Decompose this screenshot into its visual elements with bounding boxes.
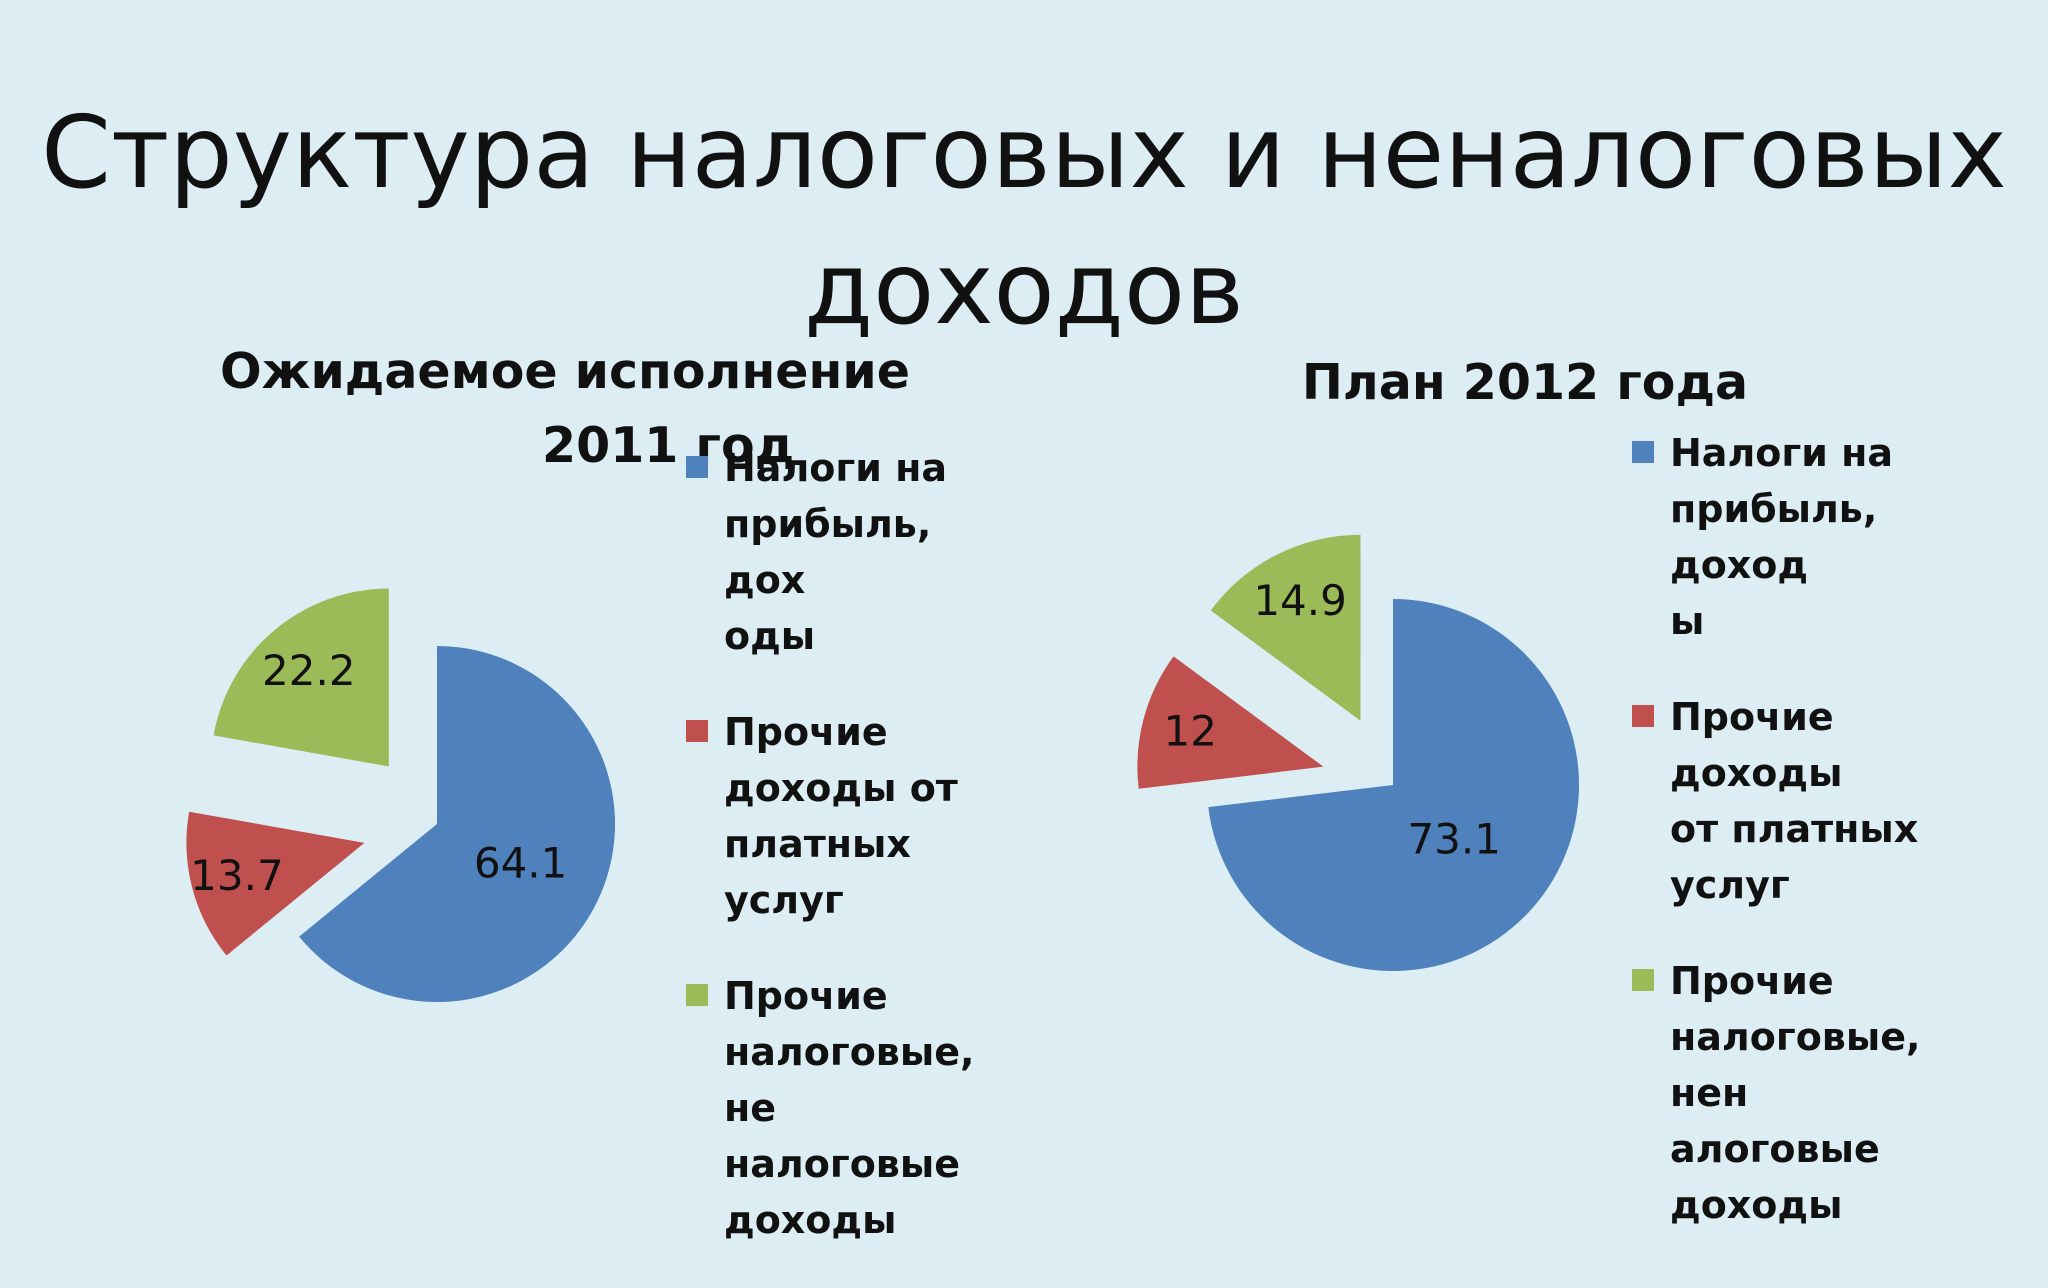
chart-2-legend-swatch-other-tax-nontax (1632, 969, 1654, 991)
chart-2-legend: Налоги на прибыль, доход ы Прочие доходы от … (1632, 425, 1992, 1273)
chart-2-legend-item-paid-services: Прочие доходы от платных услуг (1632, 689, 1992, 913)
chart-2-legend-text-line: Прочие доходы (1670, 695, 1843, 795)
chart-1-legend-text-line: прибыль, дох (724, 502, 932, 602)
chart-1-legend-text-line: налоговые, не (724, 1030, 975, 1130)
chart-2-value-label-other-tax-nontax: 14.9 (1253, 576, 1347, 625)
chart-1-legend-item-paid-services: Прочие доходы от платных услуг (686, 704, 1016, 928)
chart-1-value-label-other-tax-nontax: 22.2 (262, 646, 356, 695)
chart-1-slice-paid-services (186, 811, 365, 956)
chart-2-legend-text-line: от платных (1670, 807, 1919, 851)
chart-1-legend-swatch-paid-services (686, 720, 708, 742)
chart-1-legend-text-line: Прочие (724, 974, 888, 1018)
chart-2-legend-text-line: Прочие (1670, 959, 1834, 1003)
chart-2-legend-swatch-paid-services (1632, 705, 1654, 727)
chart-1-title-line-2: 2011 год (542, 417, 795, 474)
pie-charts: 64.1 13.7 22.2 73.1 12 14.9 (186, 534, 1580, 1003)
chart-2-value-label-profit-tax: 73.1 (1407, 814, 1501, 863)
chart-1-slice-other-tax-nontax (213, 588, 389, 767)
chart-1-value-label-profit-tax: 64.1 (474, 839, 568, 888)
chart-2-legend-text-line: Налоги на (1670, 431, 1893, 475)
chart-2-slice-profit-tax (1208, 599, 1580, 971)
chart-1-legend-item-other-tax-nontax: Прочие налоговые, не налоговые доходы (686, 968, 1016, 1248)
chart-2-slice-other-tax-nontax (1210, 534, 1361, 721)
chart-2-legend-text-line: алоговые (1670, 1127, 1880, 1171)
chart-1-legend-text-line: платных услуг (724, 822, 911, 922)
chart-2-legend-text-line: прибыль, доход (1670, 487, 1878, 587)
chart-2-title: План 2012 года (1230, 346, 1820, 420)
chart-1-legend-swatch-profit-tax (686, 456, 708, 478)
chart-1-title-line-1: Ожидаемое исполнение (220, 343, 910, 400)
chart-1-legend-swatch-other-tax-nontax (686, 984, 708, 1006)
chart-1-legend-text-line: Налоги на (724, 446, 947, 490)
chart-1-legend-text-line: Прочие (724, 710, 888, 754)
chart-1-legend-item-profit-tax: Налоги на прибыль, дох оды (686, 440, 1016, 664)
chart-2-slice-paid-services (1137, 656, 1324, 789)
chart-1-legend: Налоги на прибыль, дох оды Прочие доходы от п… (686, 440, 1016, 1288)
chart-2-legend-text-line: налоговые, нен (1670, 1015, 1921, 1115)
slide-title-line-2: доходов (804, 230, 1244, 347)
chart-2-legend-item-other-tax-nontax: Прочие налоговые, нен алоговые доходы (1632, 953, 1992, 1233)
chart-2-title-line-1: План 2012 года (1301, 354, 1749, 411)
chart-1-legend-text-line: налоговые (724, 1142, 960, 1186)
chart-1-slice-profit-tax (299, 646, 616, 1003)
chart-1-legend-text-line: оды (724, 614, 816, 658)
slide-title-line-1: Структура налоговых и неналоговых (41, 94, 2007, 211)
chart-2-legend-text-line: услуг (1670, 863, 1790, 907)
chart-1-legend-text-line: доходы (724, 1198, 897, 1242)
chart-1-value-label-paid-services: 13.7 (190, 851, 284, 900)
chart-2-value-label-paid-services: 12 (1164, 707, 1217, 756)
chart-1-title: Ожидаемое исполнение 2011 год (215, 335, 915, 483)
chart-1-legend-text-line: доходы от (724, 766, 958, 810)
chart-2-legend-item-profit-tax: Налоги на прибыль, доход ы (1632, 425, 1992, 649)
chart-2-legend-text-line: ы (1670, 599, 1705, 643)
chart-2-legend-text-line: доходы (1670, 1183, 1843, 1227)
chart-2-legend-swatch-profit-tax (1632, 441, 1654, 463)
slide-title: Структура налоговых и неналоговых доходо… (0, 85, 2048, 357)
